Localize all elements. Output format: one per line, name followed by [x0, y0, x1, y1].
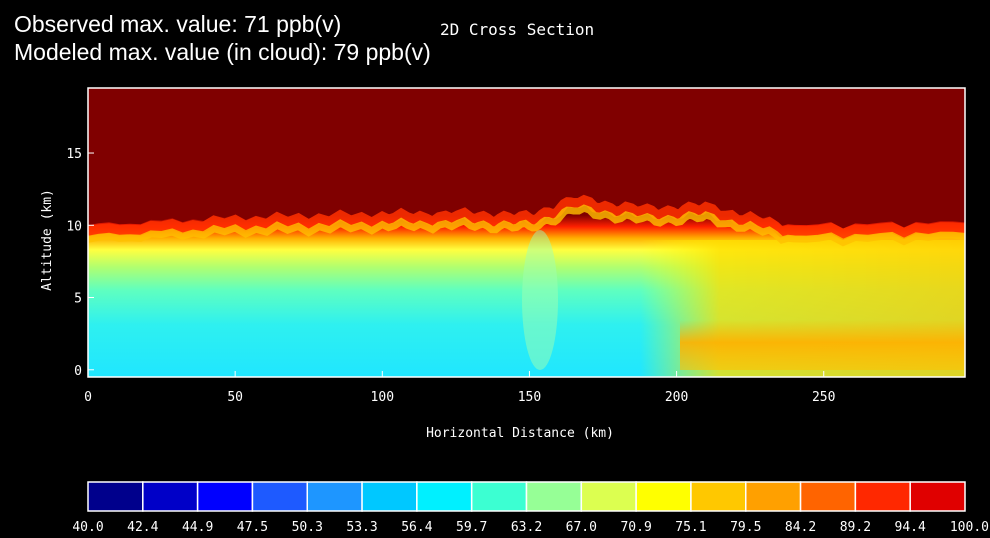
colorbar-swatch — [87, 481, 144, 512]
chart-title: 2D Cross Section — [440, 20, 595, 39]
y-tick-label: 0 — [74, 364, 82, 379]
colorbar-swatch — [196, 481, 254, 512]
observed-max-annotation: Observed max. value: 71 ppb(v) — [14, 11, 342, 37]
convective-core — [522, 230, 558, 370]
colorbar-swatch — [854, 481, 911, 512]
colorbar — [87, 481, 966, 512]
colorbar-level-label: 44.9 — [182, 520, 213, 535]
colorbar-swatch — [306, 481, 363, 512]
colorbar-level-label: 53.3 — [346, 520, 377, 535]
modeled-max-annotation: Modeled max. value (in cloud): 79 ppb(v) — [14, 39, 431, 65]
y-tick-label: 10 — [66, 219, 82, 234]
colorbar-level-label: 70.9 — [620, 520, 651, 535]
colorbar-swatch — [361, 481, 418, 512]
colorbar-level-label: 56.4 — [401, 520, 432, 535]
y-tick-label: 5 — [74, 292, 82, 307]
colorbar-swatch — [251, 481, 308, 512]
colorbar-level-label: 47.5 — [237, 520, 268, 535]
colorbar-swatch — [580, 481, 637, 512]
tropopause-yellow-band — [88, 204, 965, 247]
x-axis-label: Horizontal Distance (km) — [426, 426, 614, 441]
colorbar-swatch — [909, 481, 966, 512]
colorbar-level-label: 42.4 — [127, 520, 158, 535]
colorbar-level-label: 89.2 — [840, 520, 871, 535]
colorbar-swatch — [635, 481, 692, 512]
colorbar-level-label: 67.0 — [566, 520, 597, 535]
heatmap-field — [88, 88, 965, 377]
colorbar-level-label: 94.4 — [895, 520, 926, 535]
tropopause-boundary — [88, 88, 965, 229]
colorbar-level-label: 75.1 — [675, 520, 706, 535]
tropopause-orange-band — [88, 194, 965, 241]
y-tick-label: 15 — [66, 147, 82, 162]
x-tick-label: 250 — [812, 390, 835, 405]
colorbar-swatch — [690, 481, 747, 512]
colorbar-level-label: 59.7 — [456, 520, 487, 535]
colorbar-level-label: 100.0 — [950, 520, 989, 535]
colorbar-swatch — [470, 481, 528, 512]
colorbar-level-label: 84.2 — [785, 520, 816, 535]
colorbar-level-label: 40.0 — [72, 520, 103, 535]
x-tick-label: 200 — [665, 390, 688, 405]
plot-frame — [87, 87, 966, 378]
x-tick-label: 0 — [84, 390, 92, 405]
colorbar-swatch — [525, 481, 583, 512]
colorbar-labels: 40.0 42.4 44.9 47.5 50.3 53.3 56.4 59.7 63.2 67.0… — [72, 520, 989, 535]
x-axis-ticks: 0 50 100 150 200 250 — [84, 371, 835, 405]
x-tick-label: 150 — [518, 390, 541, 405]
y-axis-ticks: 0 5 10 15 — [66, 147, 94, 379]
colorbar-level-label: 79.5 — [730, 520, 761, 535]
x-tick-label: 50 — [227, 390, 243, 405]
colorbar-level-label: 63.2 — [511, 520, 542, 535]
colorbar-level-label: 50.3 — [292, 520, 323, 535]
y-axis-label: Altitude (km) — [40, 189, 55, 291]
colorbar-swatch — [745, 481, 802, 512]
colorbar-swatch — [799, 481, 857, 512]
colorbar-swatch — [142, 481, 199, 512]
colorbar-swatch — [416, 481, 473, 512]
x-tick-label: 100 — [371, 390, 394, 405]
